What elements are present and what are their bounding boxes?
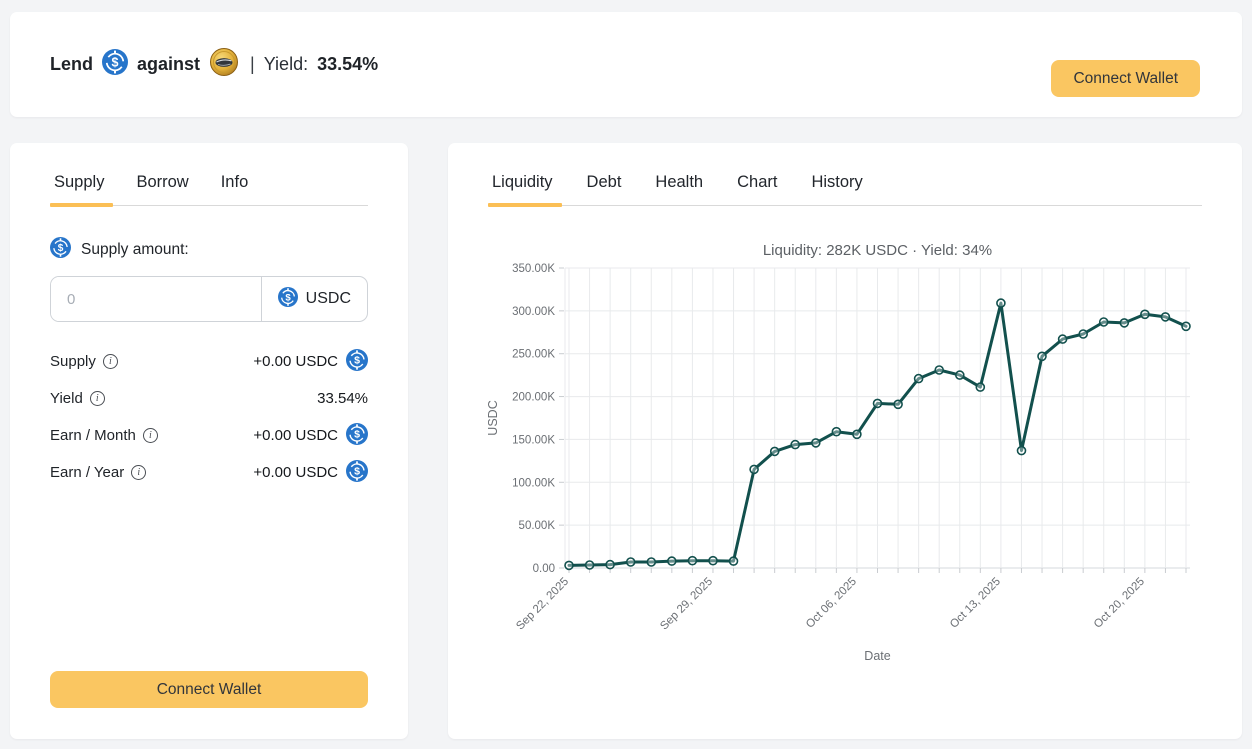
svg-text:$: $	[112, 55, 119, 69]
supply-panel-tabs: Supply Borrow Info	[49, 173, 368, 207]
yield-value: 33.54%	[317, 54, 379, 74]
svg-text:$: $	[354, 354, 360, 366]
earn-year-value: +0.00 USDC	[253, 464, 338, 481]
usdc-coin-icon: $	[346, 422, 368, 449]
connect-wallet-button[interactable]: Connect Wallet	[50, 671, 368, 708]
supply-row-label: Supply	[50, 353, 96, 370]
info-icon[interactable]: i	[102, 354, 118, 369]
svg-text:$: $	[354, 465, 360, 477]
yield-row-value: 33.54%	[317, 390, 368, 407]
supply-row: Supply i +0.00 USDC $	[50, 348, 368, 375]
svg-text:Date: Date	[864, 649, 890, 663]
supply-panel: Supply Borrow Info $ Supply amount:	[10, 143, 408, 739]
supply-row-value: +0.00 USDC	[253, 353, 338, 370]
info-icon[interactable]: i	[142, 428, 158, 443]
chart-panel: Liquidity Debt Health Chart History Liqu…	[448, 143, 1242, 739]
svg-text:Sep 29, 2025: Sep 29, 2025	[658, 576, 715, 633]
svg-text:USDC: USDC	[486, 400, 500, 435]
supply-amount-label: Supply amount:	[81, 241, 189, 258]
svg-text:$: $	[285, 292, 291, 303]
tab-debt[interactable]: Debt	[586, 173, 622, 191]
svg-text:350.00K: 350.00K	[512, 263, 555, 275]
svg-text:Oct 13, 2025: Oct 13, 2025	[948, 576, 1003, 631]
against-label: against	[137, 54, 201, 74]
lend-label: Lend	[50, 54, 93, 74]
usdc-coin-icon: $	[102, 49, 128, 80]
tab-liquidity[interactable]: Liquidity	[488, 173, 562, 207]
info-icon[interactable]: i	[131, 465, 147, 480]
collateral-coin-icon	[209, 47, 239, 82]
earn-month-row: Earn / Month i +0.00 USDC $	[50, 422, 368, 449]
yield-row-label: Yield	[50, 390, 83, 407]
usdc-coin-icon: $	[50, 237, 71, 263]
svg-text:0.00: 0.00	[533, 563, 555, 575]
header-bar: Lend $ against	[10, 12, 1242, 117]
yield-row: Yield i 33.54%	[50, 387, 368, 410]
liquidity-chart: Liquidity: 282K USDC · Yield: 34% 0.00 50.…	[448, 143, 1242, 739]
svg-text:Oct 20, 2025: Oct 20, 2025	[1092, 576, 1147, 631]
tab-chart[interactable]: Chart	[737, 173, 778, 191]
svg-text:250.00K: 250.00K	[512, 349, 555, 361]
yield-label: Yield:	[263, 54, 309, 74]
currency-addon[interactable]: $ USDC	[260, 277, 367, 321]
tab-health[interactable]: Health	[655, 173, 704, 191]
earn-year-label: Earn / Year	[50, 464, 125, 481]
svg-text:200.00K: 200.00K	[512, 392, 555, 404]
tab-borrow[interactable]: Borrow	[136, 173, 189, 191]
amount-input-group: $ USDC	[50, 276, 368, 322]
earn-year-row: Earn / Year i +0.00 USDC $	[50, 459, 368, 486]
tab-supply[interactable]: Supply	[49, 173, 114, 207]
svg-text:Sep 22, 2025: Sep 22, 2025	[514, 576, 571, 633]
connect-wallet-button[interactable]: Connect Wallet	[1051, 60, 1200, 97]
market-title: Lend $ against	[50, 47, 378, 82]
usdc-coin-icon: $	[346, 459, 368, 486]
currency-label: USDC	[305, 290, 351, 307]
usdc-coin-icon: $	[277, 286, 298, 312]
svg-text:Oct 06, 2025: Oct 06, 2025	[804, 576, 859, 631]
info-icon[interactable]: i	[89, 391, 105, 406]
earn-month-label: Earn / Month	[50, 427, 136, 444]
divider: |	[250, 54, 255, 74]
svg-text:$: $	[354, 428, 360, 440]
svg-text:$: $	[58, 243, 64, 254]
svg-text:Liquidity: 282K USDC · Yield:: Liquidity: 282K USDC · Yield: 34%	[763, 242, 992, 259]
usdc-coin-icon: $	[346, 348, 368, 375]
tab-info[interactable]: Info	[220, 173, 249, 191]
svg-text:50.00K: 50.00K	[519, 520, 556, 532]
tab-history[interactable]: History	[811, 173, 863, 191]
amount-input[interactable]	[51, 277, 261, 321]
svg-text:150.00K: 150.00K	[512, 434, 555, 446]
chart-panel-tabs: Liquidity Debt Health Chart History	[488, 173, 1202, 207]
svg-text:100.00K: 100.00K	[512, 477, 555, 489]
svg-text:300.00K: 300.00K	[512, 306, 555, 318]
earn-month-value: +0.00 USDC	[253, 427, 338, 444]
